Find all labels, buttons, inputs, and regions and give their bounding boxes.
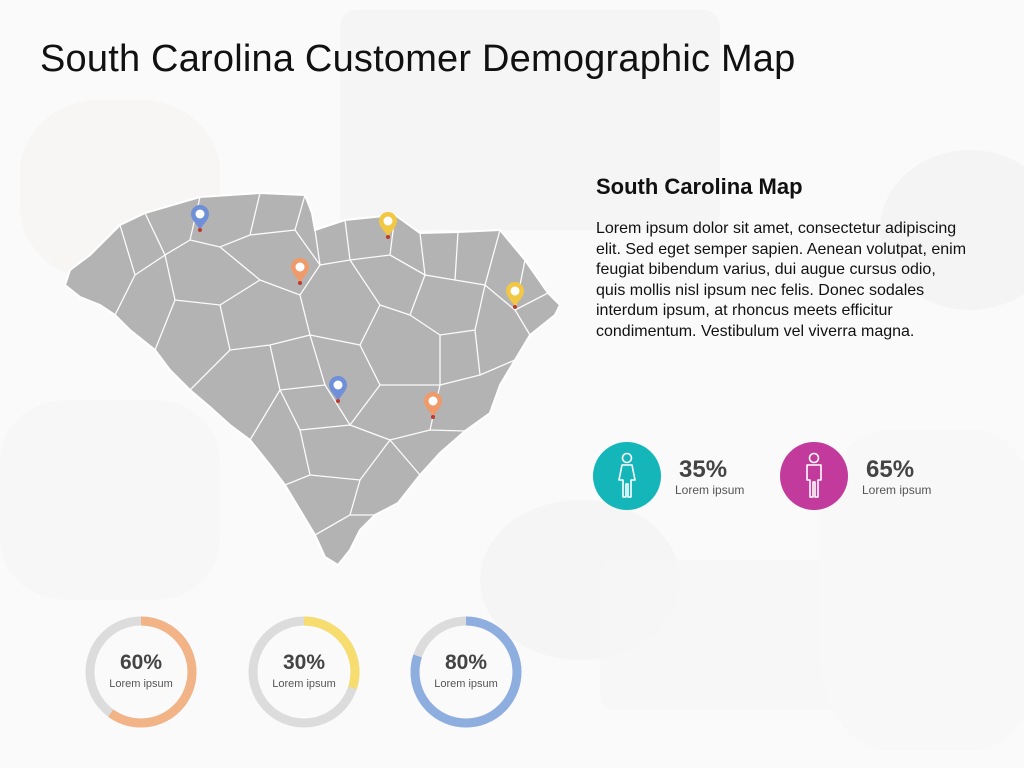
donut-chart-30: 30% Lorem ipsum [247, 615, 361, 729]
info-heading: South Carolina Map [596, 174, 803, 199]
south-carolina-map [63, 191, 560, 567]
map-pin-icon [291, 258, 309, 285]
info-paragraph: Lorem ipsum dolor sit amet, consectetur … [596, 220, 967, 340]
male-label: Lorem ipsum [862, 483, 932, 497]
female-badge [593, 442, 661, 510]
map-pin-icon [379, 212, 397, 239]
donut-value: 80% [444, 651, 488, 674]
donut-value: 30% [282, 651, 326, 674]
donut-label: Lorem ipsum [109, 678, 173, 690]
page-title: South Carolina Customer Demographic Map [40, 38, 796, 80]
county-borders [114, 192, 549, 536]
male-badge [780, 442, 848, 510]
donut-chart-80: 80% Lorem ipsum [409, 615, 523, 729]
male-icon [806, 452, 822, 498]
map-pin-icon [191, 205, 209, 232]
donut-label: Lorem ipsum [434, 678, 498, 690]
donut-chart-60: 60% Lorem ipsum [84, 615, 198, 729]
male-percent: 65% [866, 456, 915, 483]
female-label: Lorem ipsum [675, 483, 745, 497]
donut-progress-arc [248, 616, 360, 728]
map-pin-icon [506, 282, 524, 309]
state-shape [63, 191, 560, 567]
donut-value: 60% [119, 651, 163, 674]
donut-progress-arc [410, 616, 522, 728]
map-pin-icon [329, 376, 347, 403]
female-percent: 35% [679, 456, 728, 483]
female-icon [618, 452, 636, 498]
map-pin-icon [424, 392, 442, 419]
donut-label: Lorem ipsum [272, 678, 336, 690]
donut-progress-arc [85, 616, 197, 728]
